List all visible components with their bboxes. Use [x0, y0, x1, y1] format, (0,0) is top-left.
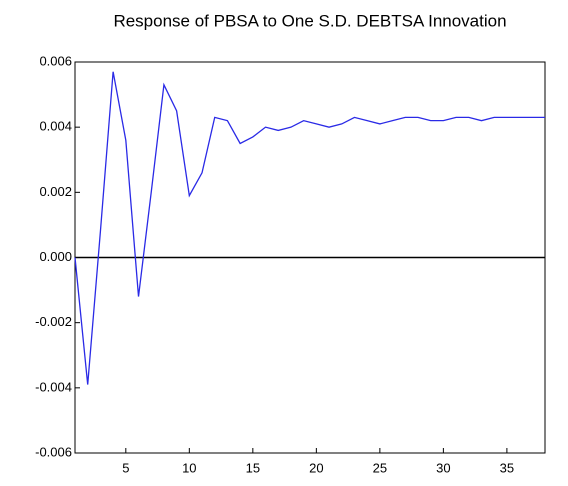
y-tick-label: -0.006 [35, 444, 72, 459]
y-tick-label: 0.002 [39, 184, 72, 199]
x-tick-label: 15 [246, 460, 260, 475]
x-tick-label: 20 [309, 460, 323, 475]
x-tick-label: 30 [436, 460, 450, 475]
y-tick-label: 0.000 [39, 249, 72, 264]
x-tick-label: 10 [182, 460, 196, 475]
y-tick-label: 0.006 [39, 53, 72, 68]
chart-title: Response of PBSA to One S.D. DEBTSA Inno… [113, 11, 506, 30]
series-line [74, 71, 545, 385]
y-tick-label: 0.004 [39, 119, 72, 134]
x-tick-label: 35 [500, 460, 514, 475]
y-tick-label: -0.004 [35, 379, 72, 394]
x-tick-label: 25 [373, 460, 387, 475]
x-tick-label: 5 [122, 460, 129, 475]
y-tick-label: -0.002 [35, 314, 72, 329]
